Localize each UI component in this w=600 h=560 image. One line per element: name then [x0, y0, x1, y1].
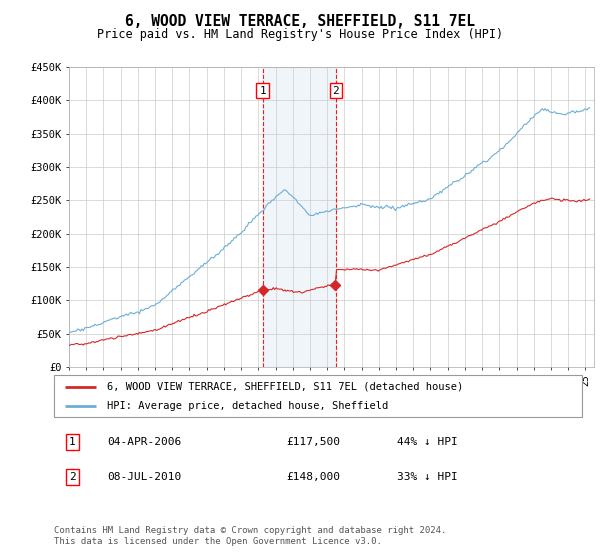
Text: Price paid vs. HM Land Registry's House Price Index (HPI): Price paid vs. HM Land Registry's House …	[97, 28, 503, 41]
Text: 6, WOOD VIEW TERRACE, SHEFFIELD, S11 7EL: 6, WOOD VIEW TERRACE, SHEFFIELD, S11 7EL	[125, 14, 475, 29]
Text: 08-JUL-2010: 08-JUL-2010	[107, 472, 181, 482]
Text: 04-APR-2006: 04-APR-2006	[107, 437, 181, 447]
Bar	[263, 67, 336, 367]
Text: £148,000: £148,000	[286, 472, 340, 482]
FancyBboxPatch shape	[54, 375, 582, 417]
Text: 44% ↓ HPI: 44% ↓ HPI	[397, 437, 458, 447]
Text: 6, WOOD VIEW TERRACE, SHEFFIELD, S11 7EL (detached house): 6, WOOD VIEW TERRACE, SHEFFIELD, S11 7EL…	[107, 381, 463, 391]
Text: 1: 1	[69, 437, 76, 447]
Text: Contains HM Land Registry data © Crown copyright and database right 2024.
This d: Contains HM Land Registry data © Crown c…	[54, 526, 446, 546]
Text: 2: 2	[69, 472, 76, 482]
Text: HPI: Average price, detached house, Sheffield: HPI: Average price, detached house, Shef…	[107, 401, 388, 411]
Text: 2: 2	[332, 86, 339, 96]
Text: £117,500: £117,500	[286, 437, 340, 447]
Text: 1: 1	[259, 86, 266, 96]
Text: 33% ↓ HPI: 33% ↓ HPI	[397, 472, 458, 482]
